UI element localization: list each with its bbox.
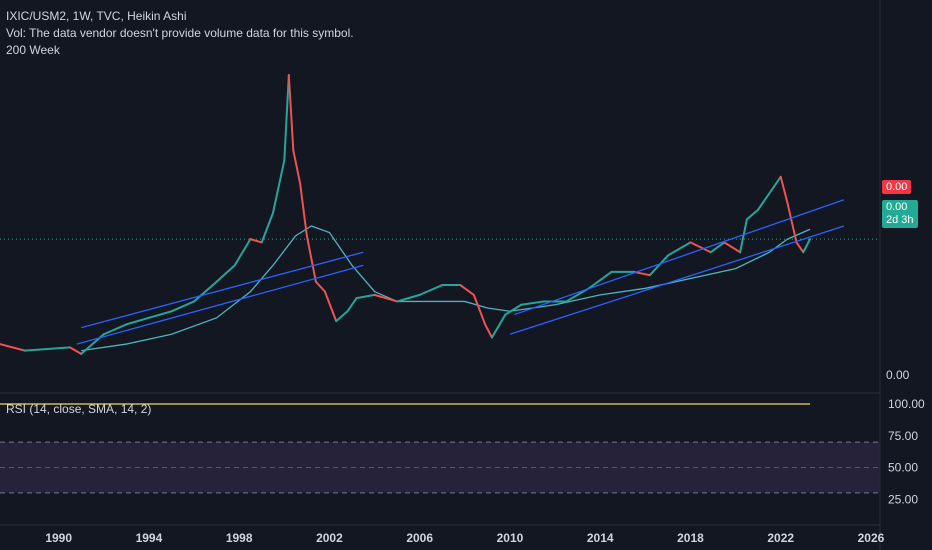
price-segment (287, 74, 295, 152)
price-segment (23, 348, 49, 352)
price-segment (757, 185, 775, 211)
x-tick-label: 2018 (677, 531, 704, 545)
price-segment (323, 290, 338, 323)
x-tick-label: 2022 (767, 531, 794, 545)
x-tick-label: 2006 (406, 531, 433, 545)
price-tag-green: 0.00 2d 3h (882, 200, 918, 228)
x-tick-label: 2014 (587, 531, 614, 545)
rsi-tick-label: 100.00 (888, 397, 925, 411)
price-segment (346, 297, 358, 313)
channel-line-1 (81, 251, 364, 329)
price-series-group (0, 74, 812, 355)
price-segment (520, 300, 545, 306)
price-segment (459, 284, 475, 296)
price-segment (648, 254, 669, 277)
price-tag-green-value: 0.00 (886, 201, 908, 213)
price-segment (305, 234, 317, 283)
price-segment (772, 175, 782, 188)
price-segment (125, 316, 150, 326)
price-segment (709, 241, 726, 254)
price-segment (147, 310, 173, 319)
x-tick-label: 1990 (45, 531, 72, 545)
countdown-label: 2d 3h (886, 214, 914, 226)
x-axis-group: 1990 1994 1998 2002 2006 2010 2014 2018 2022 2026 (45, 531, 884, 545)
price-segment (723, 241, 742, 254)
price-segment (490, 313, 507, 339)
rsi-tick-label: 25.00 (888, 492, 918, 506)
price-segment (418, 284, 444, 296)
price-segment (335, 310, 349, 323)
price-segment (215, 264, 236, 283)
rsi-panel-group (0, 403, 880, 494)
x-tick-label: 1994 (136, 531, 163, 545)
price-segment (102, 323, 128, 336)
price-segment (739, 218, 748, 254)
price-segment (802, 238, 812, 254)
x-tick-label: 2002 (316, 531, 343, 545)
price-segment (786, 202, 798, 244)
price-segment (745, 208, 760, 221)
x-tick-label: 2026 (858, 531, 885, 545)
price-segment (193, 280, 218, 303)
rsi-tick-label: 50.00 (888, 461, 918, 475)
price-segment (68, 346, 83, 355)
price-segment (299, 182, 308, 237)
channel-line-4 (509, 225, 845, 335)
trend-channels-group (76, 199, 845, 345)
price-segment (0, 343, 26, 352)
price-segment (272, 159, 286, 214)
y-axis-group: 100.00 75.00 50.00 25.00 (888, 397, 925, 506)
price-segment (472, 293, 487, 326)
price-segment (170, 300, 196, 313)
price-segment (373, 293, 399, 303)
price-segment (283, 74, 290, 162)
chart-legend: IXIC/USM2, 1W, TVC, Heikin Ashi Vol: The… (6, 8, 354, 59)
price-segment (795, 241, 805, 254)
symbol-title[interactable]: IXIC/USM2, 1W, TVC, Heikin Ashi (6, 9, 187, 23)
channel-line-2 (76, 264, 364, 345)
price-segment (46, 346, 71, 350)
rsi-tick-label: 75.00 (888, 429, 918, 443)
x-tick-label: 1998 (226, 531, 253, 545)
price-segment (504, 303, 523, 316)
price-segment (314, 280, 326, 293)
price-tag-red: 0.00 (882, 180, 912, 194)
ma-200-week-line (81, 225, 811, 352)
volume-note: Vol: The data vendor doesn't provide vol… (6, 26, 354, 40)
y-axis-bottom-label: 0.00 (886, 368, 910, 382)
price-segment (292, 149, 302, 185)
channel-line-3 (514, 199, 845, 316)
price-segment (779, 175, 789, 205)
ma-line-group (81, 225, 811, 352)
x-tick-label: 2010 (497, 531, 524, 545)
price-segment (249, 238, 263, 244)
ma-legend[interactable]: 200 Week (6, 43, 60, 57)
price-segment (233, 238, 252, 267)
price-segment (484, 323, 493, 339)
price-segment (396, 293, 421, 303)
price-segment (666, 241, 692, 257)
price-segment (355, 293, 376, 300)
price-segment (260, 211, 275, 244)
price-segment (587, 270, 613, 290)
rsi-legend[interactable]: RSI (14, close, SMA, 14, 2) (6, 402, 152, 416)
price-segment (689, 241, 712, 254)
